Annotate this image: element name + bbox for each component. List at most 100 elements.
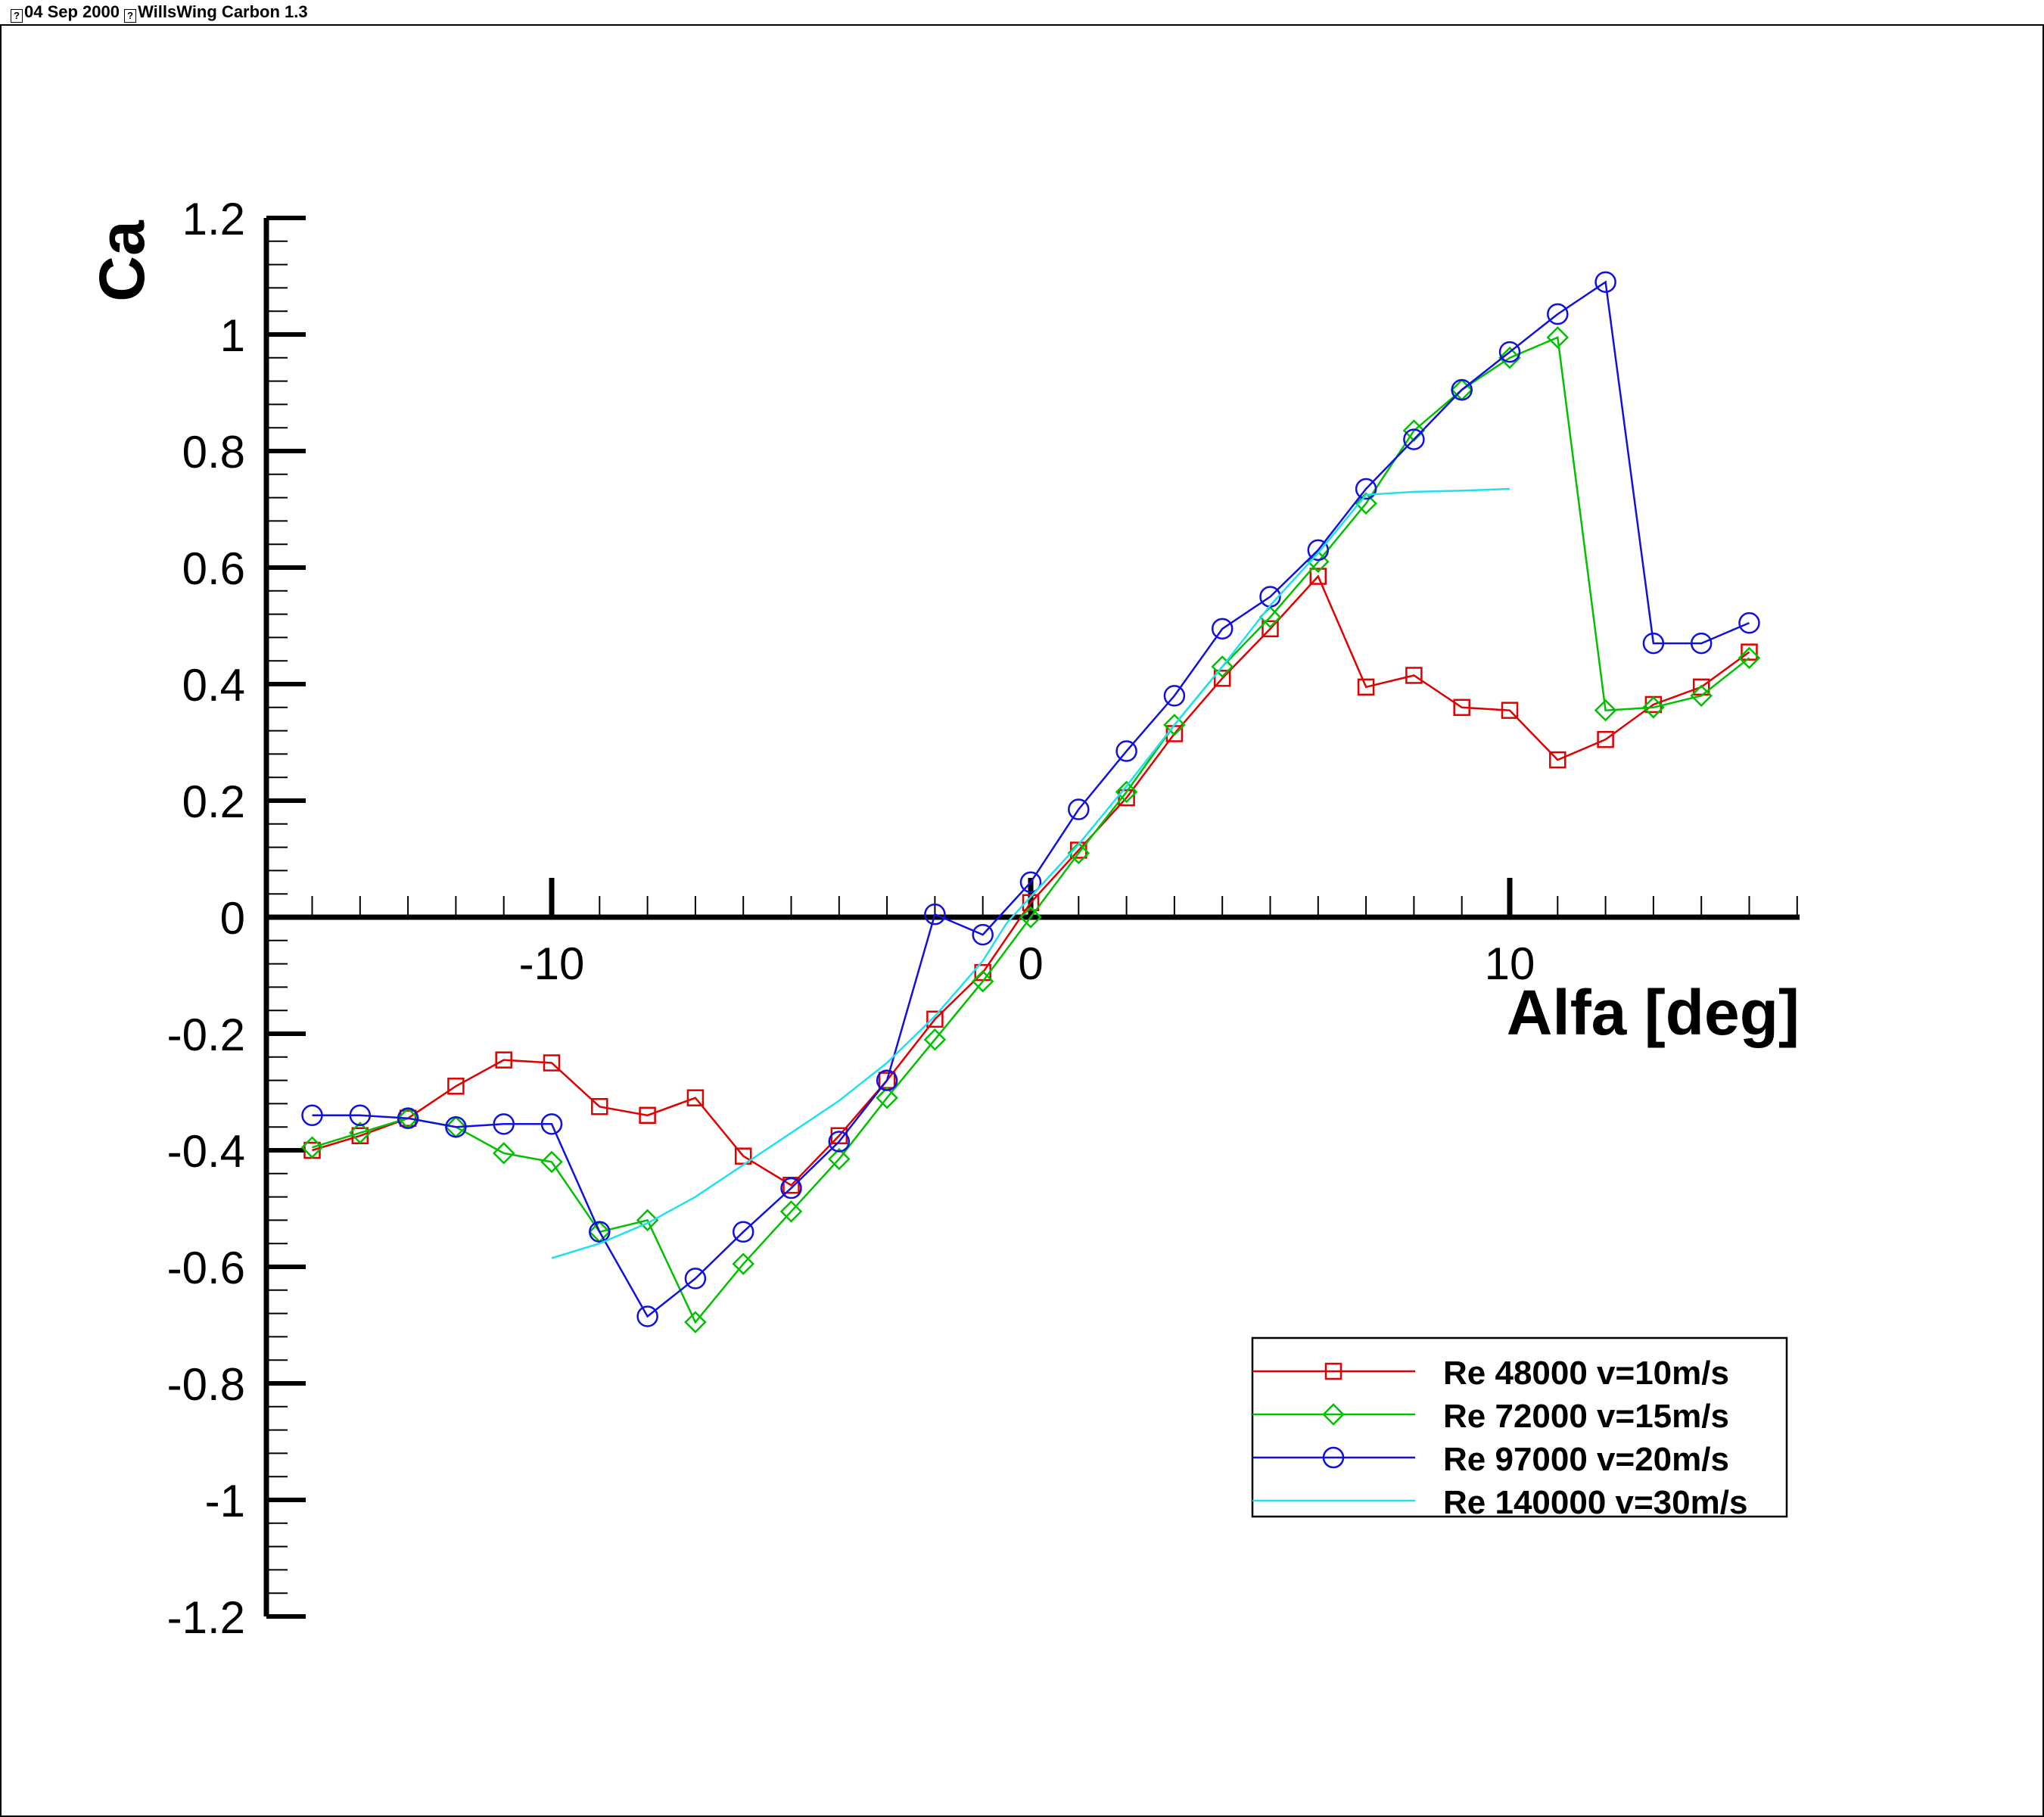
data-point: [1741, 643, 1758, 661]
y-axis-title: Ca: [86, 219, 157, 302]
axes: 1.2 1 0.8 0.6 0.4 0.2 0 -0.2 -0.4 -0.6 -0.8 -1 -1.2 C…: [86, 194, 1800, 1643]
data-point: [1594, 271, 1616, 293]
data-point: [1067, 842, 1090, 865]
data-point: [591, 1098, 608, 1115]
data-point: [1163, 714, 1186, 736]
data-point: [1405, 667, 1423, 684]
data-point: [1738, 646, 1761, 670]
data-point: [540, 1150, 563, 1174]
x-axis-title: Alfa [deg]: [1507, 977, 1800, 1048]
data-point: [1211, 618, 1234, 640]
data-point: [447, 1078, 465, 1095]
data-point: [1547, 303, 1569, 325]
x-tick-label: 10: [1485, 938, 1535, 989]
data-point: [828, 1131, 851, 1153]
data-point: [492, 1142, 515, 1165]
data-point: [300, 1136, 324, 1159]
header-text: ? 04 Sep 2000 ? WillsWing Carbon 1.3: [11, 2, 308, 23]
series-line: [312, 280, 1750, 1318]
data-point: [540, 1113, 563, 1135]
data-point: [1549, 751, 1566, 769]
data-point: [1501, 702, 1519, 719]
unknown-glyph-icon: ?: [11, 9, 23, 23]
data-point: [1642, 632, 1665, 655]
data-point: [1546, 326, 1570, 349]
data-point: [1163, 685, 1186, 707]
data-point: [971, 969, 994, 993]
header-date: 04 Sep 2000: [24, 2, 120, 21]
data-point: [301, 1104, 323, 1127]
data-point: [1115, 740, 1137, 762]
data-point: [1022, 894, 1040, 911]
data-point: [1213, 670, 1231, 687]
legend-entry: Re 72000 v=15m/s: [1252, 1398, 1729, 1435]
legend-entry: Re 97000 v=20m/s: [1252, 1441, 1729, 1478]
data-point: [684, 1268, 707, 1290]
x-tick-label: 0: [1018, 938, 1043, 989]
data-point: [686, 1089, 705, 1106]
series-line: [312, 574, 1750, 1187]
data-point: [876, 1069, 898, 1091]
data-point: [780, 1177, 802, 1199]
data-point: [1307, 539, 1330, 562]
data-point: [1498, 347, 1521, 369]
data-point: [636, 1209, 659, 1232]
data-point: [1403, 428, 1425, 450]
data-point: [1498, 341, 1521, 363]
data-point: [636, 1305, 658, 1327]
unknown-glyph-icon: ?: [124, 9, 137, 23]
series-layer: [300, 271, 1761, 1333]
data-point: [923, 1028, 947, 1051]
data-point: [924, 903, 946, 926]
data-point: [397, 1107, 419, 1129]
data-point: [876, 1086, 898, 1109]
data-point: [1690, 684, 1713, 708]
data-point: [732, 1221, 754, 1243]
series-line: [312, 336, 1750, 1324]
data-point: [1594, 698, 1617, 722]
data-point: [495, 1051, 512, 1069]
data-point: [972, 923, 994, 946]
y-tick-label: 0.6: [182, 543, 245, 594]
legend: Re 48000 v=10m/s Re 72000 v=15m/s Re 97000…: [1251, 1336, 1788, 1521]
series-1: [303, 568, 1758, 1194]
data-point: [1115, 780, 1138, 804]
data-point: [543, 1054, 561, 1072]
series-2: [300, 326, 1761, 1333]
data-point: [349, 1104, 372, 1127]
y-tick-label: -0.2: [167, 1010, 245, 1060]
y-tick-label: -1: [205, 1476, 245, 1526]
data-point: [1357, 678, 1375, 696]
data-point: [639, 1106, 656, 1125]
data-point: [926, 1010, 944, 1028]
y-tick-label: 0: [220, 893, 245, 944]
data-point: [1118, 789, 1135, 807]
data-point: [1355, 492, 1377, 515]
data-point: [734, 1147, 752, 1165]
series-3: [301, 271, 1760, 1327]
data-point: [684, 1311, 707, 1333]
y-tick-label: -0.4: [167, 1126, 245, 1177]
y-tick-label: -0.6: [167, 1243, 245, 1293]
series-4: [551, 487, 1510, 1259]
data-point: [1642, 696, 1665, 719]
data-point: [828, 1147, 851, 1171]
data-point: [1211, 655, 1234, 678]
legend-label: Re 97000 v=20m/s: [1443, 1441, 1729, 1478]
data-point: [493, 1113, 515, 1135]
header-bar: ? 04 Sep 2000 ? WillsWing Carbon 1.3: [0, 0, 2044, 26]
data-point: [1309, 568, 1327, 585]
legend-entry: Re 48000 v=10m/s: [1252, 1355, 1729, 1392]
data-point: [732, 1252, 754, 1275]
data-point: [445, 1115, 467, 1138]
data-point: [1451, 378, 1473, 401]
y-tick-label: 1: [220, 310, 245, 361]
y-tick-label: -1.2: [167, 1592, 245, 1643]
data-point: [1262, 620, 1279, 638]
data-point: [1019, 906, 1042, 929]
data-point: [1355, 478, 1377, 500]
data-point: [589, 1221, 611, 1243]
header-title: WillsWing Carbon 1.3: [138, 2, 308, 21]
data-point: [349, 1122, 372, 1144]
